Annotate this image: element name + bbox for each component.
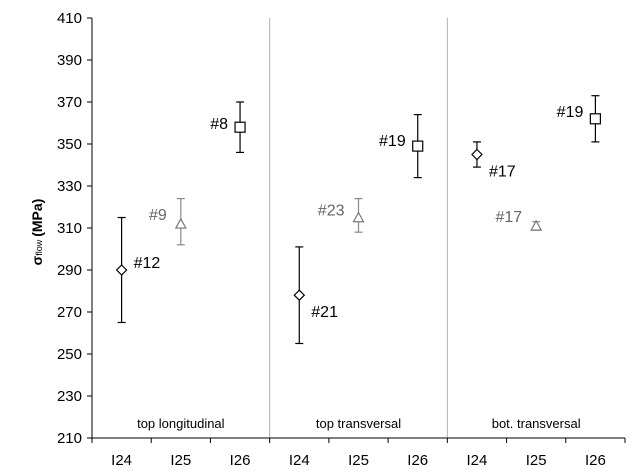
point-label: #17 bbox=[495, 209, 522, 226]
y-tick-label: 350 bbox=[57, 136, 82, 153]
data-points: #12 #9 #8 #21 #23 #19 #17 #17 #19 bbox=[115, 95, 601, 345]
y-tick-label: 250 bbox=[57, 346, 82, 363]
point-label: #9 bbox=[149, 207, 167, 224]
square-marker bbox=[412, 140, 424, 152]
diamond-marker bbox=[293, 289, 306, 302]
triangle-marker bbox=[530, 219, 543, 231]
y-tick-label: 310 bbox=[57, 220, 82, 237]
y-tick-label: 270 bbox=[57, 304, 82, 321]
x-tick-label: I25 bbox=[170, 452, 191, 469]
y-tick-label: 290 bbox=[57, 262, 82, 279]
point-label: #21 bbox=[311, 304, 338, 321]
y-axis-label: σflow (MPa) bbox=[29, 199, 45, 266]
point-label: #19 bbox=[379, 133, 406, 150]
y-axis-label-symbol: σ bbox=[29, 255, 45, 265]
point-label: #17 bbox=[489, 164, 516, 181]
y-axis-label-unit: (MPa) bbox=[29, 199, 45, 237]
group-label: bot. transversal bbox=[492, 416, 581, 431]
triangle-marker bbox=[352, 211, 365, 223]
y-tick-label: 230 bbox=[57, 388, 82, 405]
x-tick-label: I24 bbox=[467, 452, 488, 469]
x-tick-label: I26 bbox=[585, 452, 606, 469]
group-labels: top longitudinal top transversal bot. tran… bbox=[137, 416, 581, 431]
x-tick-label: I26 bbox=[407, 452, 428, 469]
diamond-marker bbox=[471, 148, 483, 161]
x-axis: I24 I25 I26 I24 I25 I26 I24 I25 I26 bbox=[91, 438, 626, 469]
y-tick-label: 410 bbox=[57, 10, 82, 27]
point-label: #8 bbox=[210, 116, 228, 133]
point-label: #19 bbox=[557, 104, 584, 121]
y-tick-label: 330 bbox=[57, 178, 82, 195]
square-marker bbox=[589, 113, 601, 125]
x-tick-label: I25 bbox=[348, 452, 369, 469]
y-tick-label: 370 bbox=[57, 94, 82, 111]
triangle-marker bbox=[174, 217, 187, 229]
x-tick-label: I24 bbox=[289, 452, 310, 469]
point-label: #23 bbox=[318, 203, 345, 220]
diamond-marker bbox=[115, 264, 128, 276]
group-label: top longitudinal bbox=[137, 416, 225, 431]
point-label: #12 bbox=[134, 255, 161, 272]
x-tick-label: I24 bbox=[111, 452, 132, 469]
y-axis-label-subscript: flow bbox=[34, 239, 44, 256]
x-tick-label: I25 bbox=[526, 452, 547, 469]
y-axis: 210 230 250 270 290 310 330 350 370 390 410 bbox=[57, 10, 92, 447]
y-tick-label: 210 bbox=[57, 430, 82, 447]
group-label: top transversal bbox=[316, 416, 401, 431]
y-tick-label: 390 bbox=[57, 52, 82, 69]
x-tick-label: I26 bbox=[230, 452, 251, 469]
square-marker bbox=[234, 121, 246, 133]
